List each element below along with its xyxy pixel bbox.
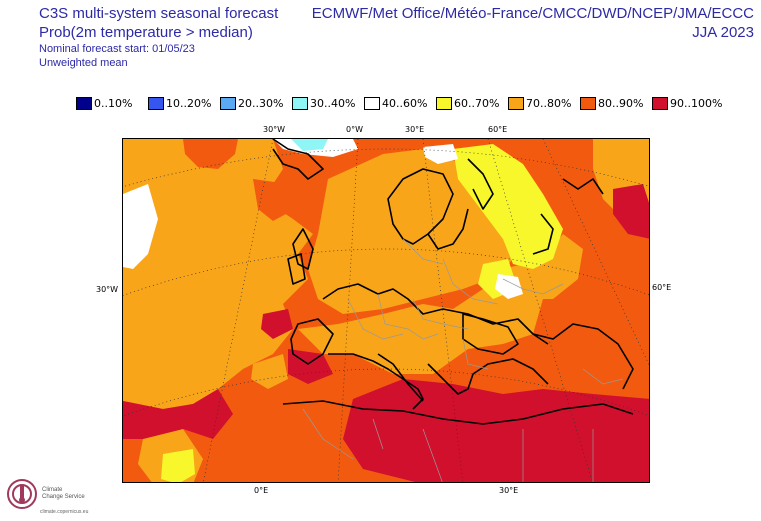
logo-url: climate.copernicus.eu: [40, 509, 89, 515]
legend-label: 40..60%: [382, 96, 428, 110]
climate-logo-icon: [7, 479, 37, 509]
field-80-90-iceland-sea: [253, 179, 295, 221]
legend-label: 90..100%: [670, 96, 723, 110]
lon-label-bottom-0e: 0°E: [254, 486, 269, 495]
field-40-60-west-atlantic: [123, 184, 158, 269]
legend-item: 20..30%: [220, 95, 292, 111]
field-30-40-greenland: [291, 139, 328, 151]
legend-item: 10..20%: [148, 95, 220, 111]
copernicus-logo: Climate Change Service: [6, 478, 85, 510]
legend-swatch: [148, 96, 164, 110]
legend-item: 30..40%: [292, 95, 364, 111]
map-canvas: [123, 139, 649, 482]
field-70-80-russia: [503, 234, 583, 299]
legend-label: 60..70%: [454, 96, 500, 110]
coastlines: [272, 139, 634, 425]
legend-item: 70..80%: [508, 95, 580, 111]
country-borders: [302, 238, 624, 482]
field-70-80-scandinavia: [308, 149, 518, 314]
legend-item: 60..70%: [436, 95, 508, 111]
map-subtitle: Prob(2m temperature > median): [39, 24, 253, 41]
field-60-70-russia: [453, 144, 563, 269]
legend-swatch: [220, 96, 236, 110]
lon-label-bottom-30e: 30°E: [499, 486, 519, 495]
logo-line-1: Climate: [42, 487, 63, 493]
legend-label: 80..90%: [598, 96, 644, 110]
legend-label: 10..20%: [166, 96, 212, 110]
legend-label: 70..80%: [526, 96, 572, 110]
legend-item: 90..100%: [652, 95, 724, 111]
field-80-90-north-atlantic: [183, 139, 238, 169]
logo-text: Climate Change Service: [42, 487, 85, 501]
lon-label-top-30e: 30°E: [405, 125, 425, 134]
legend-label: 20..30%: [238, 96, 284, 110]
lat-label-left-30w: 30°W: [96, 285, 119, 294]
map-title: C3S multi-system seasonal forecast: [39, 5, 279, 22]
legend-swatch: [364, 96, 380, 110]
legend-swatch: [292, 96, 308, 110]
lon-label-top-60e: 60°E: [488, 125, 508, 134]
weighting-note: Unweighted mean: [39, 57, 128, 69]
field-40-60-north: [423, 144, 458, 164]
title-block: C3S multi-system seasonal forecast Prob(…: [39, 4, 278, 70]
systems-block: ECMWF/Met Office/Météo-France/CMCC/DWD/N…: [312, 4, 754, 42]
lon-label-top-0w: 0°W: [346, 125, 363, 134]
forecast-start: Nominal forecast start: 01/05/23: [39, 43, 195, 55]
season-label: JJA 2023: [692, 24, 754, 41]
lon-label-top-30w: 30°W: [263, 125, 286, 134]
field-90-100-east-atlantic: [123, 389, 233, 439]
graticule: [123, 139, 649, 482]
lat-label-right-60e: 60°E: [652, 283, 672, 292]
legend-swatch: [652, 96, 668, 110]
legend-swatch: [436, 96, 452, 110]
field-90-100-urals: [613, 184, 649, 239]
field-70-80-iberia: [251, 354, 288, 389]
legend-item: 0..10%: [76, 95, 148, 111]
field-40-60-russia-patch: [495, 274, 523, 299]
probability-map: [122, 138, 650, 483]
logo-line-2: Change Service: [42, 494, 85, 500]
field-70-80-europe: [298, 269, 543, 374]
legend-swatch: [580, 96, 596, 110]
field-60-70-west-africa: [161, 449, 195, 482]
systems-list: ECMWF/Met Office/Météo-France/CMCC/DWD/N…: [311, 5, 754, 22]
legend-swatch: [508, 96, 524, 110]
legend: 0..10% 10..20% 20..30% 30..40% 40..60% 6…: [76, 95, 724, 111]
legend-item: 80..90%: [580, 95, 652, 111]
legend-swatch: [76, 96, 92, 110]
legend-label: 30..40%: [310, 96, 356, 110]
field-90-100-mediterranean: [343, 379, 649, 482]
legend-item: 40..60%: [364, 95, 436, 111]
field-90-100-biscay: [261, 309, 293, 339]
legend-label: 0..10%: [94, 96, 133, 110]
